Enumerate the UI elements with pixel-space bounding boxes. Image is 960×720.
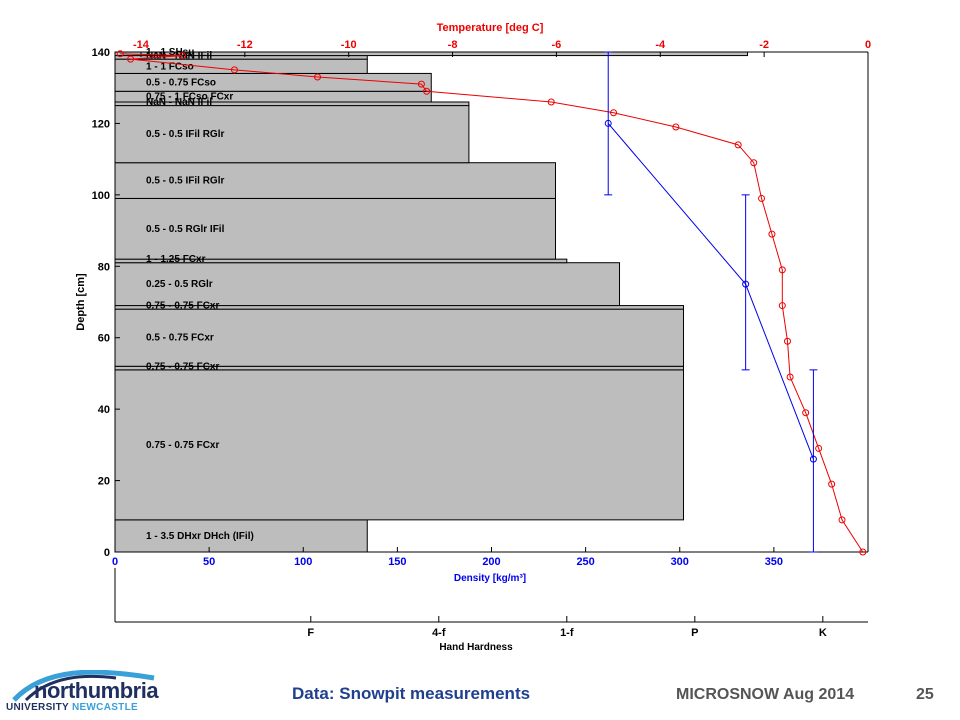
depth-tick-label: 140 (92, 47, 110, 59)
temperature-point (758, 194, 766, 202)
temperature-tick-label: -14 (133, 39, 150, 51)
hardness-tick-label: 4-f (432, 627, 446, 639)
layer-label: 0.75 - 0.75 FCxr (146, 361, 219, 372)
layer-label: 0.75 - 1 FCso FCxr (146, 92, 233, 103)
hardness-tick-label: 1-f (560, 627, 574, 639)
layer-label: 1 - 1 FCso (146, 61, 194, 72)
layer-label: NaN - NaN IFil (146, 97, 212, 108)
logo-swoosh-icon (12, 670, 155, 702)
temperature-tick-label: 0 (865, 39, 871, 51)
slide-page-number: 25 (916, 686, 934, 703)
layer-label: 0.75 - 0.75 FCxr (146, 440, 219, 451)
density-point (604, 119, 612, 127)
logo-wordmark: northumbria (34, 678, 159, 703)
depth-axis-label: Depth [cm] (75, 273, 87, 331)
layer-label: 0.25 - 0.5 RGlr (146, 279, 213, 290)
hardness-axis-label: Hand Hardness (439, 642, 513, 653)
layer-label: 0.5 - 0.75 FCxr (146, 333, 214, 344)
temperature-point (423, 87, 431, 95)
temperature-point (802, 409, 810, 417)
density-tick-label: 150 (388, 556, 406, 568)
temperature-point (179, 52, 187, 60)
northumbria-logo: northumbria UNIVERSITY NEWCASTLE (4, 670, 194, 718)
temperature-point (778, 266, 786, 274)
temperature-tick-label: -10 (341, 39, 357, 51)
layer-label: 0.5 - 0.5 IFil RGlr (146, 176, 224, 187)
temperature-point (838, 516, 846, 524)
density-point (742, 280, 750, 288)
temperature-point (815, 444, 823, 452)
density-tick-label: 350 (765, 556, 783, 568)
temperature-point (784, 337, 792, 345)
depth-tick-label: 40 (98, 404, 110, 416)
logo-subtitle: UNIVERSITY NEWCASTLE (6, 702, 138, 713)
layer-label: 0.75 - 0.75 FCxr (146, 301, 219, 312)
depth-tick-label: 100 (92, 190, 110, 202)
temperature-point (314, 73, 322, 81)
layer-label: 0.5 - 0.5 IFil RGlr (146, 129, 224, 140)
layer-bar (114, 105, 470, 164)
temperature-tick-label: -12 (237, 39, 253, 51)
temperature-tick-label: -6 (552, 39, 562, 51)
layer-bar (114, 519, 368, 553)
density-tick-label: 300 (671, 556, 689, 568)
temperature-point (127, 55, 135, 63)
temperature-point (230, 66, 238, 74)
temperature-point (734, 141, 742, 149)
density-axis-label: Density [kg/m³] (454, 573, 526, 584)
temperature-line (120, 53, 864, 553)
depth-tick-label: 60 (98, 333, 110, 345)
temperature-tick-label: -4 (655, 39, 666, 51)
temperature-point (768, 230, 776, 238)
temperature-axis-label: Temperature [deg C] (437, 22, 544, 34)
slide-event: MICROSNOW Aug 2014 (676, 686, 855, 703)
hardness-tick-label: F (307, 627, 314, 639)
layer-label: 0.5 - 0.75 FCso (146, 77, 216, 88)
depth-tick-label: 20 (98, 476, 110, 488)
temperature-point (672, 123, 680, 131)
temperature-point (417, 80, 425, 88)
temperature-point (778, 302, 786, 310)
density-tick-label: 50 (203, 556, 215, 568)
temperature-point (786, 373, 794, 381)
snowpit-chart: 1 - 3.5 DHxr DHch (IFil) 0.75 - 0.75 FCxr… (75, 22, 871, 653)
temperature-point (750, 159, 758, 167)
layer-label: 1 - 3.5 DHxr DHch (IFil) (146, 531, 254, 542)
density-tick-label: 200 (482, 556, 500, 568)
temperature-point (859, 548, 867, 556)
layer-label: 0.5 - 0.5 RGlr IFil (146, 224, 225, 235)
temperature-point (116, 50, 124, 58)
temperature-point (547, 98, 555, 106)
hardness-tick-label: P (691, 627, 698, 639)
layer-bar (114, 369, 685, 521)
logo-university: UNIVERSITY (6, 702, 69, 713)
depth-tick-label: 120 (92, 118, 110, 130)
density-tick-label: 250 (576, 556, 594, 568)
slide-caption: Data: Snowpit measurements (292, 684, 531, 703)
density-point (809, 455, 817, 463)
logo-city: NEWCASTLE (71, 702, 138, 713)
layer-label: 1 - 1.25 FCxr (146, 254, 206, 265)
temperature-point (828, 480, 836, 488)
temperature-tick-label: -2 (759, 39, 769, 51)
density-tick-label: 100 (294, 556, 312, 568)
temperature-point (610, 109, 618, 117)
depth-tick-label: 0 (104, 547, 110, 559)
depth-tick-label: 80 (98, 261, 110, 273)
hardness-tick-label: K (819, 627, 827, 639)
density-tick-label: 0 (112, 556, 118, 568)
temperature-tick-label: -8 (448, 39, 458, 51)
